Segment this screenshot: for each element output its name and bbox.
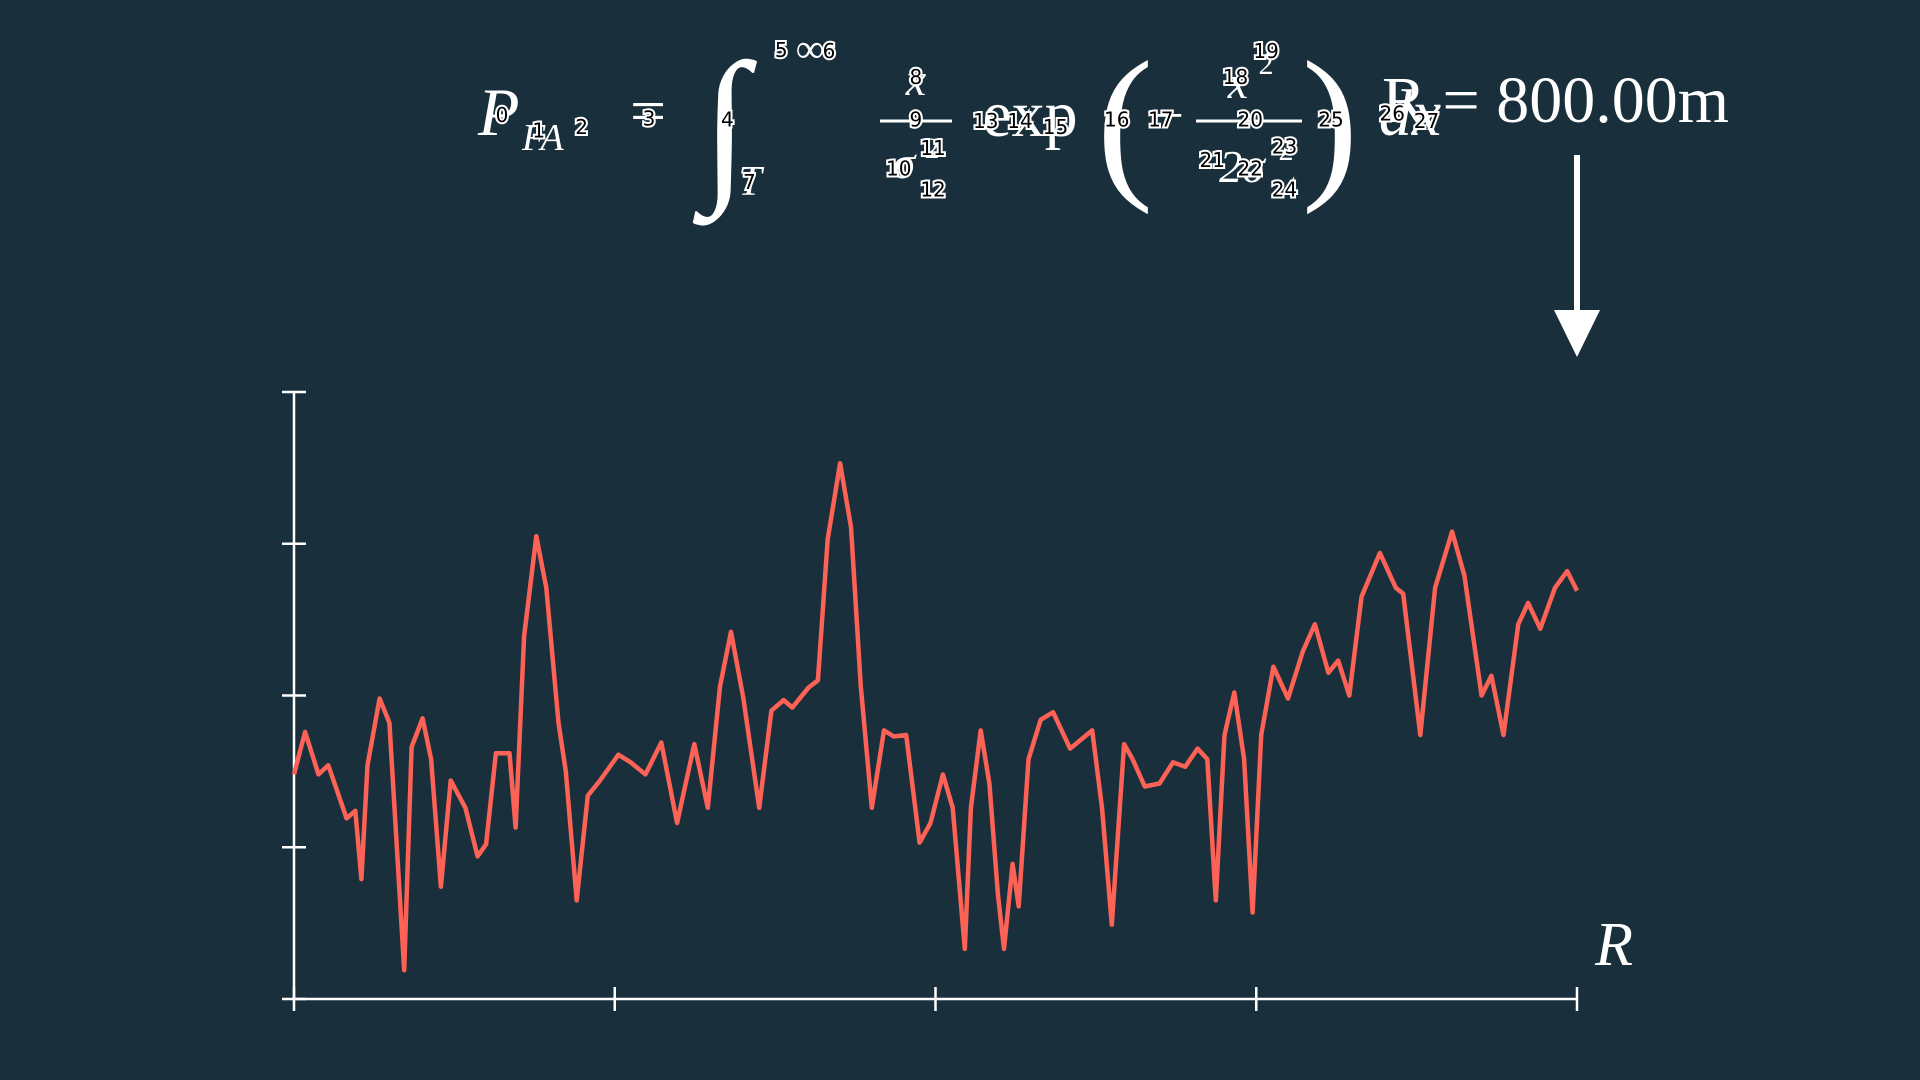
index-label: 21 xyxy=(1200,148,1225,172)
paren-close: ) xyxy=(1302,27,1359,215)
formula: P FA = ∫ ∞ T x σ 2 exp ( − x 2 2σ 2 ) dx xyxy=(477,26,1441,226)
fraction-exponent: 2 xyxy=(1279,134,1294,167)
formula-subscript: FA xyxy=(521,117,564,159)
index-label: 15 xyxy=(1043,115,1068,139)
index-label: 19 xyxy=(1253,39,1278,63)
index-label: 13 xyxy=(973,109,998,133)
index-label: 18 xyxy=(1223,65,1248,89)
index-label: 16 xyxy=(1104,108,1129,132)
index-label: 23 xyxy=(1272,135,1297,159)
function-name: exp xyxy=(982,78,1077,151)
index-label: 17 xyxy=(1148,108,1173,132)
index-label: 7 xyxy=(743,170,756,194)
integral-sign: ∫ xyxy=(692,29,758,226)
index-label: 26 xyxy=(1380,102,1405,126)
x-axis-label: R xyxy=(1594,911,1633,979)
range-label: R = 800.00m xyxy=(1382,64,1729,137)
arrow-head xyxy=(1554,310,1600,357)
fraction-denominator: 2σ xyxy=(1219,141,1267,192)
index-label: 9 xyxy=(910,108,923,132)
data-line xyxy=(291,461,1580,973)
fraction-exponent: 2 xyxy=(925,132,940,165)
index-label: 0 xyxy=(496,103,509,127)
index-label: 12 xyxy=(920,178,945,202)
fraction-denominator: σ xyxy=(893,137,918,188)
integral-lower: T xyxy=(738,159,764,205)
index-label: 1 xyxy=(532,119,545,143)
fraction-numerator: x xyxy=(905,54,927,105)
index-label: 20 xyxy=(1237,108,1262,132)
index-label: 24 xyxy=(1272,178,1297,202)
integral-upper: ∞ xyxy=(796,26,825,71)
index-label: 10 xyxy=(886,157,911,181)
index-label: 8 xyxy=(910,65,923,89)
index-label: 3 xyxy=(643,107,656,131)
index-label: 27 xyxy=(1414,109,1439,133)
fraction-numerator: x xyxy=(1227,57,1249,108)
index-label: 2 xyxy=(575,115,588,139)
formula-equals: = xyxy=(630,75,666,146)
index-label: 22 xyxy=(1237,157,1262,181)
differential: dx xyxy=(1379,77,1441,150)
fraction-exponent: 2 xyxy=(1259,48,1274,81)
minus-sign: − xyxy=(1152,85,1184,147)
index-label: 11 xyxy=(920,136,945,160)
index-label: 5 xyxy=(775,38,788,62)
index-label: 14 xyxy=(1007,109,1032,133)
formula-lhs: P xyxy=(477,74,520,150)
index-label: 25 xyxy=(1318,108,1343,132)
index-label: 6 xyxy=(823,39,836,63)
paren-open: ( xyxy=(1097,27,1154,215)
index-label: 4 xyxy=(721,108,734,132)
